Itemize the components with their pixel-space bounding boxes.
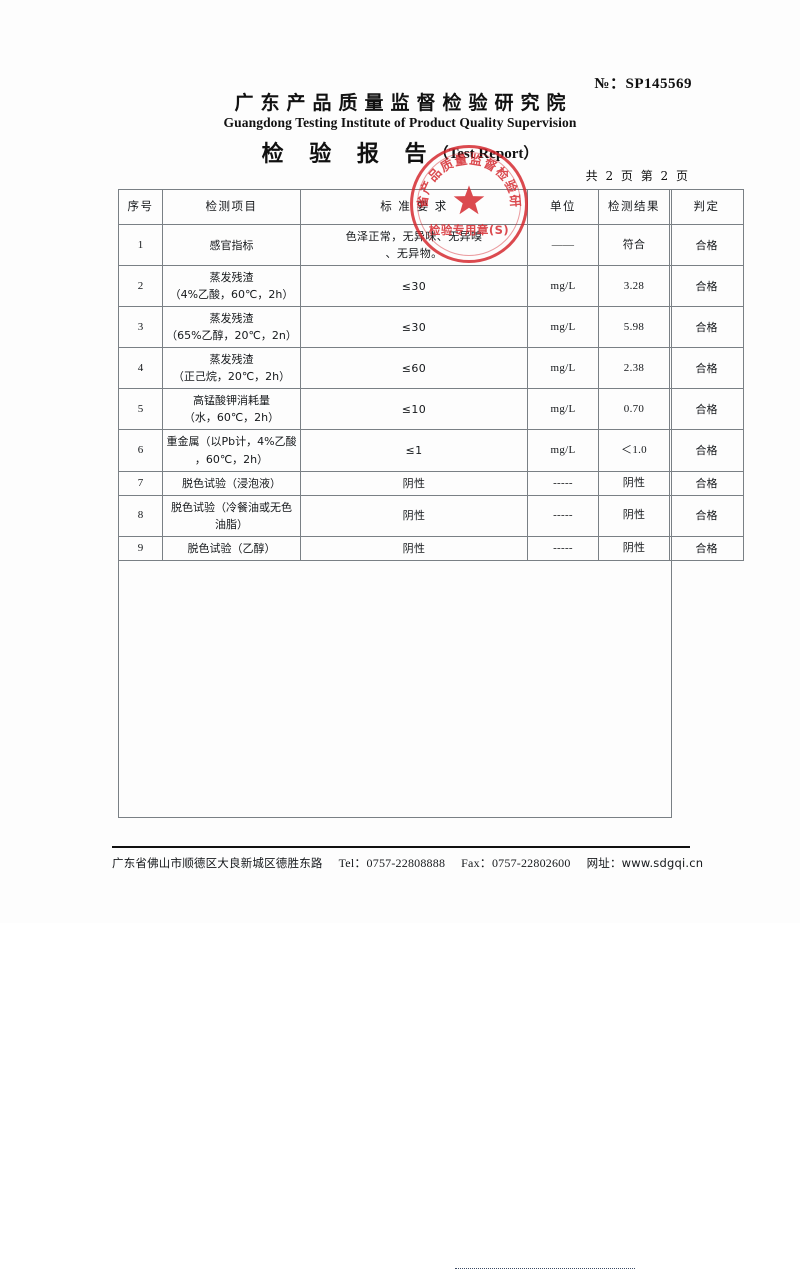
- cell-item: 脱色试验（乙醇）: [162, 535, 301, 561]
- cell-standard: 阴性: [300, 494, 528, 537]
- cell-judgement: 合格: [669, 470, 744, 496]
- cell-unit: mg/L: [527, 347, 599, 390]
- footer-tel: Tel：0757-22808888: [338, 856, 446, 870]
- table-row: 1 感官指标 色泽正常，无异味、无异嗅 、无异物。 —— 符合 合格: [118, 223, 744, 267]
- column-header-standard: 标 准 要 求: [300, 189, 528, 225]
- cell-unit: mg/L: [527, 429, 599, 472]
- cell-no: 1: [118, 223, 163, 267]
- footer-fax: Fax：0757-22802600: [461, 856, 571, 870]
- cell-result: 5.98: [598, 306, 670, 349]
- document-title: 检 验 报 告（Test Report）: [0, 136, 800, 168]
- footer-website: 网址：www.sdgqi.cn: [586, 856, 704, 870]
- cell-result: 0.70: [598, 388, 670, 431]
- cell-unit: ——: [527, 223, 599, 267]
- cell-result: 符合: [598, 223, 670, 267]
- cell-judgement: 合格: [669, 535, 744, 561]
- cell-standard: 色泽正常，无异味、无异嗅 、无异物。: [300, 223, 528, 267]
- cell-standard: ≤1: [300, 429, 528, 472]
- cell-standard: ≤10: [300, 388, 528, 431]
- cell-result: 3.28: [598, 265, 670, 308]
- cell-judgement: 合格: [669, 223, 744, 267]
- cell-item: 脱色试验（冷餐油或无色 油脂）: [162, 494, 301, 537]
- cell-result: 阴性: [598, 494, 670, 537]
- cell-item: 蒸发残渣 （正己烷，20℃，2h）: [162, 347, 301, 390]
- cell-judgement: 合格: [669, 347, 744, 390]
- footer-divider: [112, 846, 690, 848]
- cell-no: 5: [118, 388, 163, 431]
- table-row: 3 蒸发残渣 （65%乙醇，20℃，2n） ≤30 mg/L 5.98 合格: [118, 306, 744, 349]
- document-title-en: （Test Report）: [433, 145, 539, 162]
- cell-standard: 阴性: [300, 535, 528, 561]
- table-row: 6 重金属（以Pb计，4%乙酸 ，60℃，2h） ≤1 mg/L ＜1.0 合格: [118, 429, 744, 472]
- blank-continuation-area: [119, 571, 671, 1269]
- cell-judgement: 合格: [669, 494, 744, 537]
- table-body: 1 感官指标 色泽正常，无异味、无异嗅 、无异物。 —— 符合 合格 2 蒸发残渣 （4%乙酸，6…: [118, 223, 744, 561]
- cell-item: 蒸发残渣 （4%乙酸，60℃，2h）: [162, 265, 301, 308]
- cell-judgement: 合格: [669, 388, 744, 431]
- footer-address: 广东省佛山市顺德区大良新城区德胜东路: [112, 856, 323, 870]
- test-results-table: 序号 检测项目 标 准 要 求 单位 检测结果 判定 1 感官指标 色泽正常，无异味…: [118, 189, 744, 561]
- organization-name-cn: 广东产品质量监督检验研究院: [234, 92, 573, 114]
- cell-unit: mg/L: [527, 265, 599, 308]
- cell-standard: ≤30: [300, 265, 528, 308]
- report-page: №：SP145569 广东产品质量监督检验研究院 Guangdong Testi…: [0, 76, 800, 1269]
- column-header-judgement: 判定: [669, 189, 744, 225]
- report-number: №：SP145569: [594, 76, 692, 92]
- column-header-item: 检测项目: [162, 189, 301, 225]
- column-header-unit: 单位: [527, 189, 599, 225]
- cell-item: 感官指标: [162, 223, 301, 267]
- table-outer-border: [118, 189, 672, 818]
- table-row: 5 高锰酸钾消耗量 （水，60℃，2h） ≤10 mg/L 0.70 合格: [118, 388, 744, 431]
- cell-judgement: 合格: [669, 429, 744, 472]
- cell-judgement: 合格: [669, 306, 744, 349]
- cell-result: 2.38: [598, 347, 670, 390]
- table-row: 8 脱色试验（冷餐油或无色 油脂） 阴性 ----- 阴性 合格: [118, 494, 744, 537]
- table-row: 4 蒸发残渣 （正己烷，20℃，2h） ≤60 mg/L 2.38 合格: [118, 347, 744, 390]
- organization-name-en: Guangdong Testing Institute of Product Q…: [223, 115, 577, 130]
- document-title-cn: 检 验 报 告: [261, 141, 436, 167]
- cell-no: 8: [118, 494, 163, 537]
- table-row: 2 蒸发残渣 （4%乙酸，60℃，2h） ≤30 mg/L 3.28 合格: [118, 265, 744, 308]
- cell-unit: -----: [527, 494, 599, 537]
- cell-result: 阴性: [598, 470, 670, 496]
- table-header-row: 序号 检测项目 标 准 要 求 单位 检测结果 判定: [118, 189, 744, 225]
- cell-item: 蒸发残渣 （65%乙醇，20℃，2n）: [162, 306, 301, 349]
- table-row: 9 脱色试验（乙醇） 阴性 ----- 阴性 合格: [118, 535, 744, 561]
- cell-item: 高锰酸钾消耗量 （水，60℃，2h）: [162, 388, 301, 431]
- cell-standard: ≤60: [300, 347, 528, 390]
- cell-unit: -----: [527, 535, 599, 561]
- cell-unit: mg/L: [527, 388, 599, 431]
- footer: 广东省佛山市顺德区大良新城区德胜东路 Tel：0757-22808888 Fax：0…: [112, 854, 712, 871]
- cell-result: ＜1.0: [598, 429, 670, 472]
- cell-judgement: 合格: [669, 265, 744, 308]
- page-count: 共 2 页 第 2 页: [585, 169, 690, 183]
